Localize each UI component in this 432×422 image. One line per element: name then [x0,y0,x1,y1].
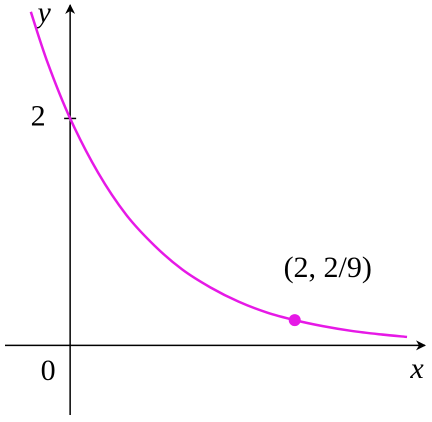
y-tick-label: 2 [31,99,46,132]
x-tick-label: 0 [41,354,56,387]
y-axis-label: y [34,0,51,29]
point [288,314,301,327]
curve [29,11,408,339]
point-label: (2, 2/9) [284,251,372,284]
x-axis-label: x [409,352,424,385]
